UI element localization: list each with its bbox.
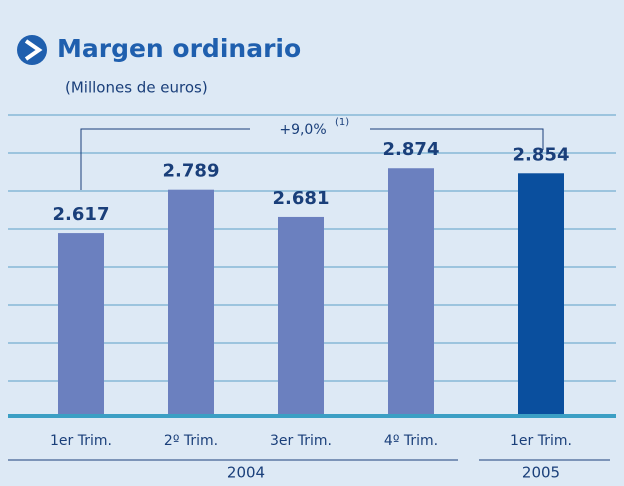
x-tick-label: 1er Trim. bbox=[50, 433, 112, 449]
x-tick-label: 2º Trim. bbox=[164, 433, 218, 449]
value-label: 2.874 bbox=[383, 139, 440, 160]
value-label: 2.681 bbox=[273, 188, 330, 209]
value-label: 2.617 bbox=[53, 204, 110, 225]
chart-title: Margen ordinario bbox=[57, 34, 301, 63]
x-tick-label: 4º Trim. bbox=[384, 433, 438, 449]
group-label: 2005 bbox=[522, 464, 560, 482]
value-label: 2.789 bbox=[163, 161, 220, 182]
chart-subtitle: (Millones de euros) bbox=[65, 79, 208, 97]
bar bbox=[58, 233, 104, 414]
bar bbox=[168, 189, 214, 414]
x-tick-label: 3er Trim. bbox=[270, 433, 332, 449]
growth-bracket bbox=[80, 128, 544, 190]
baseline bbox=[8, 414, 616, 418]
annotation: +9,0% bbox=[279, 122, 326, 138]
group-label: 2004 bbox=[227, 464, 265, 482]
x-tick-label: 1er Trim. bbox=[510, 433, 572, 449]
bar bbox=[518, 173, 564, 414]
value-label: 2.854 bbox=[513, 144, 570, 165]
bar bbox=[278, 216, 324, 414]
title-icon-arrow bbox=[24, 39, 43, 61]
annotation-note: (1) bbox=[335, 117, 349, 128]
bar bbox=[388, 168, 434, 414]
title-icon bbox=[17, 35, 47, 65]
